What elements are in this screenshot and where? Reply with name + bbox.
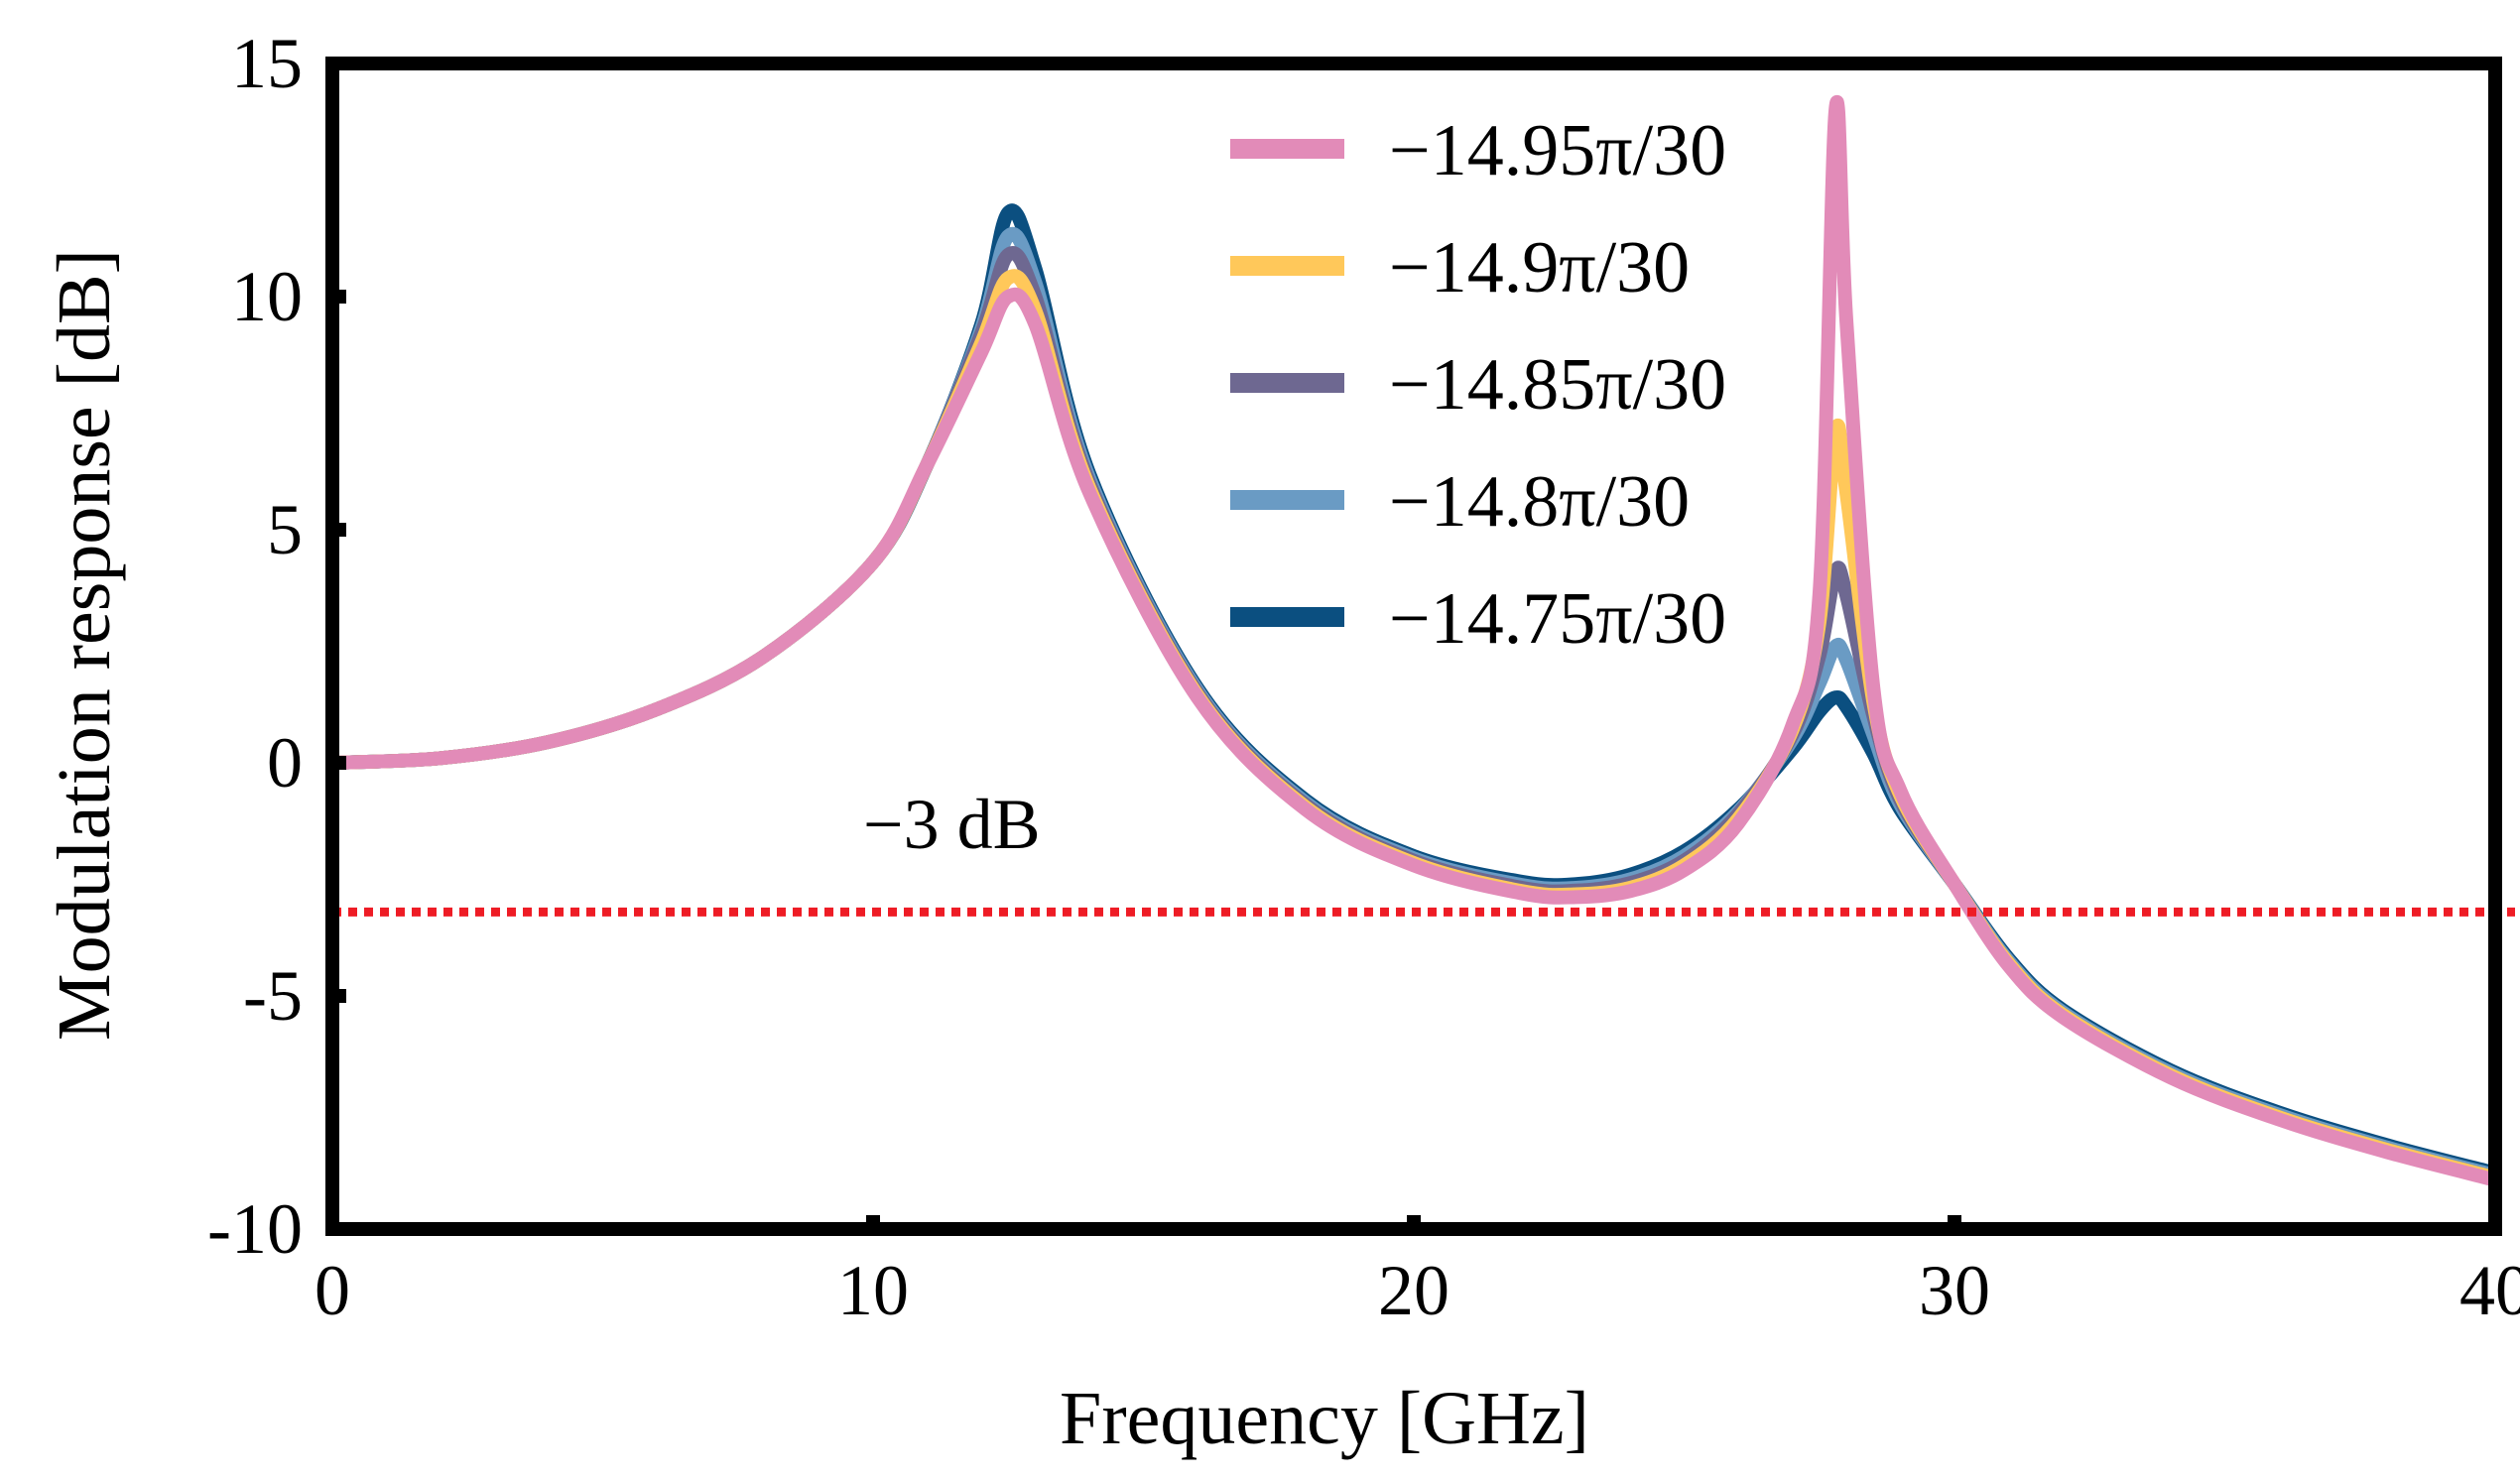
legend-label-1: −14.9π/30 (1389, 227, 1690, 309)
x-tick-label: 0 (315, 1251, 350, 1330)
y-tick-label: 0 (267, 723, 303, 802)
y-tick-label: -10 (207, 1189, 303, 1269)
curves-layer (325, 94, 2502, 1187)
y-tick-label: -5 (243, 956, 303, 1036)
legend-label-4: −14.75π/30 (1389, 578, 1726, 660)
y-axis-title: Modulation response [dB] (43, 249, 126, 1041)
threshold-label: −3 dB (863, 785, 1041, 864)
y-tick-label: 15 (231, 24, 303, 103)
x-axis-title: Frequency [GHz] (1060, 1377, 1589, 1460)
x-tick-label: 10 (837, 1251, 909, 1330)
legend: −14.95π/30 −14.9π/30 −14.85π/30 −14.8π/30 −1… (1230, 110, 1726, 660)
legend-label-0: −14.95π/30 (1389, 110, 1726, 191)
legend-label-3: −14.8π/30 (1389, 461, 1690, 543)
y-tick-label: 5 (267, 490, 303, 569)
x-tick-label: 30 (1919, 1251, 1990, 1330)
y-tick-label: 10 (231, 257, 303, 336)
x-tick-label: 40 (2459, 1251, 2520, 1330)
x-tick-label: 20 (1378, 1251, 1449, 1330)
legend-label-2: −14.85π/30 (1389, 344, 1726, 426)
ticks-layer: 0 10 20 30 40 15 10 5 0 -5 -10 (207, 24, 2520, 1330)
